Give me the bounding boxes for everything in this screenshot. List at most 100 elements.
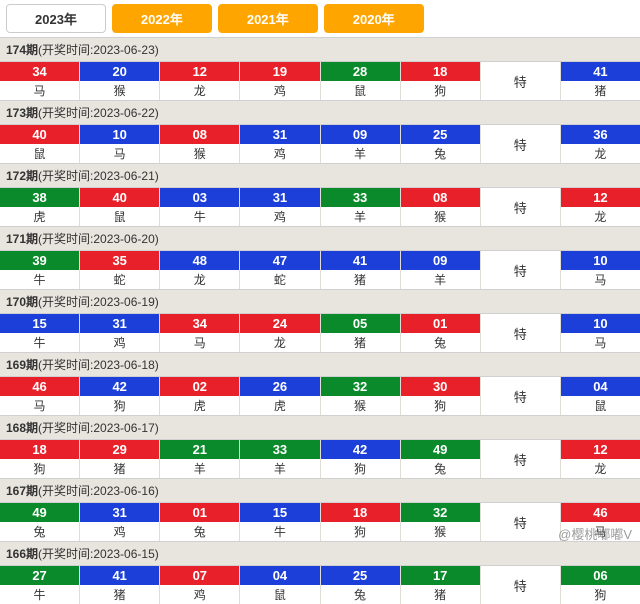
ball-number: 19 — [240, 62, 319, 81]
special-zodiac: 鼠 — [561, 396, 640, 415]
ball-cell: 39牛 — [0, 251, 80, 289]
ball-cell: 31鸡 — [80, 503, 160, 541]
ball-zodiac: 兔 — [401, 459, 480, 478]
ball-zodiac: 狗 — [0, 459, 79, 478]
special-label: 特 — [481, 188, 561, 226]
ball-zodiac: 鼠 — [321, 81, 400, 100]
ball-cell: 47蛇 — [240, 251, 320, 289]
ball-number: 25 — [321, 566, 400, 585]
ball-zodiac: 马 — [80, 144, 159, 163]
special-label: 特 — [481, 503, 561, 541]
draw-172: 172期(开奖时间:2023-06-21)38虎40鼠03牛31鸡33羊08猴特… — [0, 163, 640, 226]
ball-zodiac: 猪 — [80, 459, 159, 478]
ball-zodiac: 马 — [0, 396, 79, 415]
special-cell: 41猪 — [561, 62, 640, 100]
ball-number: 47 — [240, 251, 319, 270]
ball-number: 02 — [160, 377, 239, 396]
ball-number: 32 — [401, 503, 480, 522]
ball-cell: 03牛 — [160, 188, 240, 226]
ball-number: 42 — [321, 440, 400, 459]
draw-header: 167期(开奖时间:2023-06-16) — [0, 479, 640, 503]
draw-171: 171期(开奖时间:2023-06-20)39牛35蛇48龙47蛇41猪09羊特… — [0, 226, 640, 289]
special-number: 06 — [561, 566, 640, 585]
watermark: @樱桃嘟嘟V — [558, 524, 632, 543]
ball-number: 33 — [240, 440, 319, 459]
ball-number: 20 — [80, 62, 159, 81]
ball-cell: 18狗 — [321, 503, 401, 541]
ball-zodiac: 鸡 — [240, 144, 319, 163]
draw-row: 39牛35蛇48龙47蛇41猪09羊特10马 — [0, 251, 640, 289]
draw-167: 167期(开奖时间:2023-06-16)49兔31鸡01兔15牛18狗32猴特… — [0, 478, 640, 541]
ball-number: 40 — [80, 188, 159, 207]
special-zodiac: 龙 — [561, 207, 640, 226]
ball-number: 31 — [80, 314, 159, 333]
ball-cell: 09羊 — [321, 125, 401, 163]
special-cell: 12龙 — [561, 440, 640, 478]
ball-number: 49 — [401, 440, 480, 459]
ball-zodiac: 猪 — [321, 270, 400, 289]
ball-number: 48 — [160, 251, 239, 270]
ball-cell: 31鸡 — [240, 125, 320, 163]
ball-zodiac: 兔 — [160, 522, 239, 541]
special-zodiac: 马 — [561, 333, 640, 352]
special-label: 特 — [481, 440, 561, 478]
special-cell: 06狗 — [561, 566, 640, 604]
ball-cell: 18狗 — [0, 440, 80, 478]
ball-cell: 32猴 — [321, 377, 401, 415]
ball-number: 34 — [160, 314, 239, 333]
draws-container: 174期(开奖时间:2023-06-23)34马20猴12龙19鸡28鼠18狗特… — [0, 37, 640, 604]
ball-zodiac: 牛 — [0, 585, 79, 604]
special-number: 46 — [561, 503, 640, 522]
ball-number: 30 — [401, 377, 480, 396]
ball-cell: 41猪 — [321, 251, 401, 289]
ball-number: 01 — [401, 314, 480, 333]
ball-number: 29 — [80, 440, 159, 459]
ball-number: 46 — [0, 377, 79, 396]
ball-number: 17 — [401, 566, 480, 585]
ball-zodiac: 羊 — [321, 144, 400, 163]
ball-zodiac: 牛 — [0, 270, 79, 289]
ball-number: 31 — [240, 188, 319, 207]
ball-zodiac: 虎 — [0, 207, 79, 226]
ball-cell: 01兔 — [401, 314, 481, 352]
year-tab-3[interactable]: 2020年 — [324, 4, 424, 33]
draw-header: 168期(开奖时间:2023-06-17) — [0, 416, 640, 440]
ball-zodiac: 牛 — [240, 522, 319, 541]
ball-cell: 15牛 — [240, 503, 320, 541]
ball-zodiac: 猪 — [401, 585, 480, 604]
ball-number: 08 — [160, 125, 239, 144]
ball-number: 41 — [80, 566, 159, 585]
draw-header: 174期(开奖时间:2023-06-23) — [0, 38, 640, 62]
ball-cell: 35蛇 — [80, 251, 160, 289]
ball-zodiac: 鸡 — [240, 207, 319, 226]
ball-number: 09 — [401, 251, 480, 270]
ball-number: 18 — [0, 440, 79, 459]
ball-number: 09 — [321, 125, 400, 144]
draw-row: 15牛31鸡34马24龙05猪01兔特10马 — [0, 314, 640, 352]
ball-cell: 40鼠 — [0, 125, 80, 163]
ball-cell: 09羊 — [401, 251, 481, 289]
year-tab-0[interactable]: 2023年 — [6, 4, 106, 33]
ball-cell: 42狗 — [80, 377, 160, 415]
special-label: 特 — [481, 125, 561, 163]
special-zodiac: 龙 — [561, 144, 640, 163]
special-number: 12 — [561, 188, 640, 207]
special-zodiac: 龙 — [561, 459, 640, 478]
ball-number: 34 — [0, 62, 79, 81]
ball-number: 25 — [401, 125, 480, 144]
year-tab-1[interactable]: 2022年 — [112, 4, 212, 33]
ball-zodiac: 兔 — [401, 144, 480, 163]
ball-cell: 30狗 — [401, 377, 481, 415]
ball-zodiac: 龙 — [160, 81, 239, 100]
ball-zodiac: 狗 — [321, 522, 400, 541]
ball-zodiac: 猪 — [321, 333, 400, 352]
year-tab-2[interactable]: 2021年 — [218, 4, 318, 33]
ball-number: 08 — [401, 188, 480, 207]
ball-zodiac: 鼠 — [80, 207, 159, 226]
ball-zodiac: 蛇 — [240, 270, 319, 289]
ball-cell: 34马 — [160, 314, 240, 352]
ball-zodiac: 猴 — [401, 522, 480, 541]
ball-cell: 10马 — [80, 125, 160, 163]
draw-169: 169期(开奖时间:2023-06-18)46马42狗02虎26虎32猴30狗特… — [0, 352, 640, 415]
ball-number: 01 — [160, 503, 239, 522]
